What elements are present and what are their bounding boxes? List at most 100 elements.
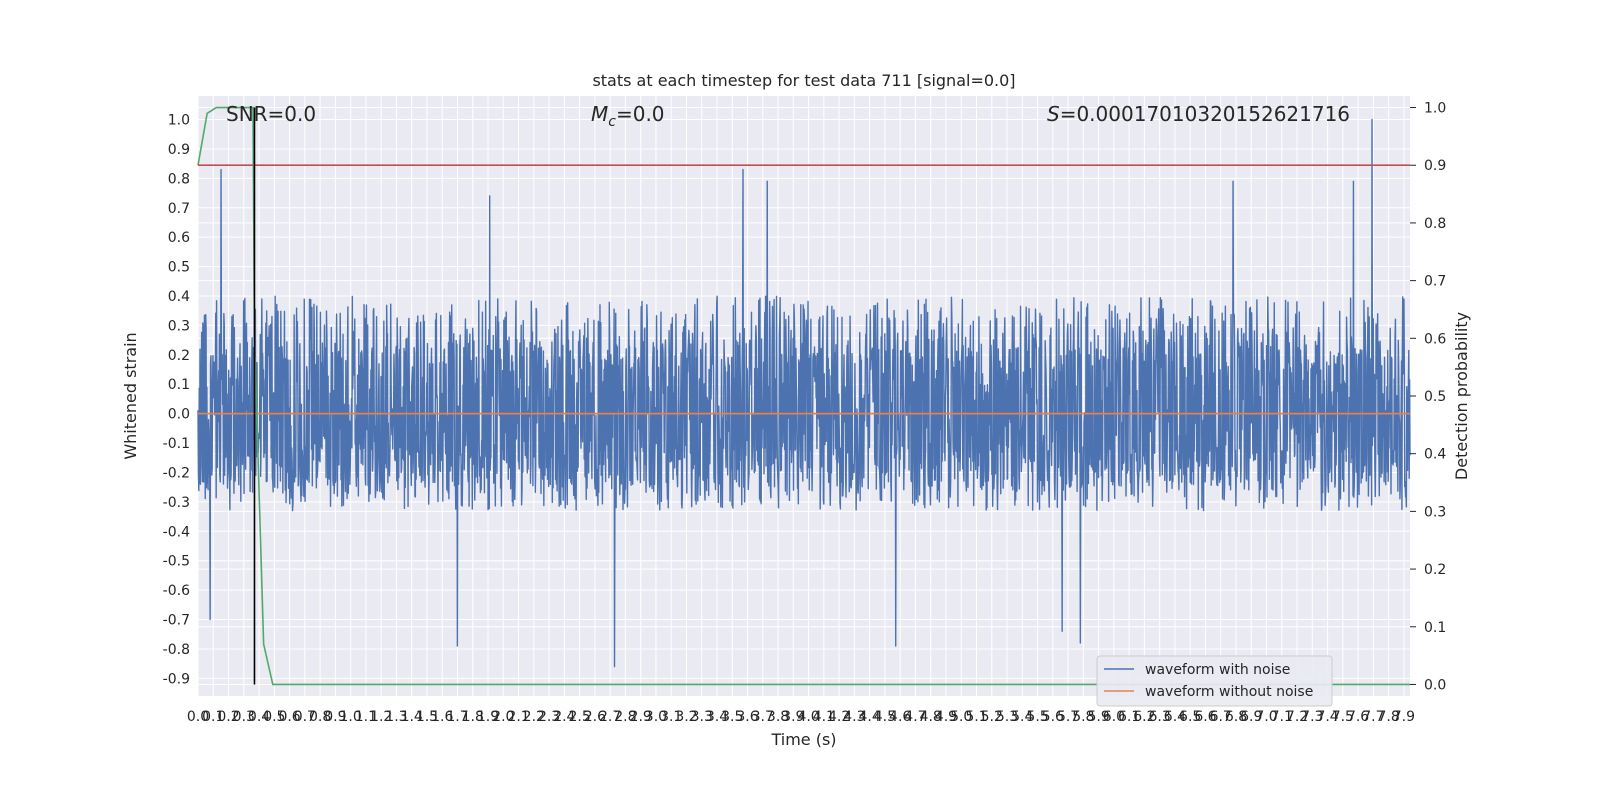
x-tick-label: 2.0 <box>492 709 514 725</box>
x-tick-label: 2.9 <box>630 709 652 725</box>
y2-tick-label: 0.7 <box>1424 274 1446 290</box>
y-tick-label: -0.5 <box>163 554 190 570</box>
y-tick-label: -0.1 <box>163 436 190 452</box>
x-tick-label: 1.4 <box>401 709 423 725</box>
mc-annotation: Mc=0.0 <box>591 102 665 130</box>
x-tick-label: 6.5 <box>1179 709 1201 725</box>
x-tick-label: 1.8 <box>462 709 484 725</box>
y2-tick-label: 0.2 <box>1424 562 1446 578</box>
x-tick-label: 1.9 <box>477 709 499 725</box>
x-tick-label: 0.2 <box>217 709 239 725</box>
y-tick-label: -0.4 <box>163 524 190 540</box>
x-tick-label: 5.1 <box>965 709 987 725</box>
y2-tick-label: 0.9 <box>1424 158 1446 174</box>
x-tick-label: 6.1 <box>1118 709 1140 725</box>
x-tick-label: 2.8 <box>614 709 636 725</box>
mc-subscript: c <box>608 114 616 130</box>
y2-tick-label: 0.3 <box>1424 504 1446 520</box>
x-tick-label: 2.6 <box>584 709 606 725</box>
x-tick-label: 1.7 <box>446 709 468 725</box>
y-tick-label: 0.8 <box>168 171 190 187</box>
x-tick-label: 6.7 <box>1210 709 1232 725</box>
x-tick-label: 4.9 <box>935 709 957 725</box>
x-tick-label: 3.4 <box>706 709 728 725</box>
x-tick-label: 4.0 <box>797 709 819 725</box>
x-tick-label: 7.0 <box>1255 709 1277 725</box>
legend: waveform with noise waveform without noi… <box>1096 655 1333 707</box>
x-tick-label: 2.1 <box>507 709 529 725</box>
x-tick-label: 4.3 <box>843 709 865 725</box>
y-tick-label: 0.1 <box>168 377 190 393</box>
x-tick-label: 0.1 <box>202 709 224 725</box>
y2-tick-label: 0.0 <box>1424 677 1446 693</box>
data-layer <box>197 106 1411 686</box>
y-axis-label: Whitened strain <box>121 332 140 459</box>
x-tick-label: 6.2 <box>1133 709 1155 725</box>
s-annotation: S=0.00017010320152621716 <box>1047 102 1350 126</box>
y-axis-left: 1.0 0.9 0.8 0.7 0.6 0.5 0.4 0.3 0.2 0.1 0.0 -0.1 -0.… <box>163 113 190 688</box>
x-tick-label: 5.5 <box>1026 709 1048 725</box>
x-tick-label: 3.1 <box>660 709 682 725</box>
x-tick-label: 7.7 <box>1362 709 1384 725</box>
x-tick-label: 7.5 <box>1332 709 1354 725</box>
x-tick-label: 3.8 <box>767 709 789 725</box>
y2-tick-label: 0.5 <box>1424 389 1446 405</box>
series-waveform-with-noise <box>197 118 1411 668</box>
x-tick-label: 5.9 <box>1087 709 1109 725</box>
x-tick-label: 2.4 <box>553 709 575 725</box>
x-tick-label: 5.8 <box>1072 709 1094 725</box>
x-tick-label: 7.4 <box>1316 709 1338 725</box>
x-tick-label: 3.3 <box>691 709 713 725</box>
y-tick-label: -0.2 <box>163 465 190 481</box>
x-tick-label: 0.8 <box>309 709 331 725</box>
x-tick-label: 5.0 <box>950 709 972 725</box>
x-tick-label: 0.0 <box>187 709 209 725</box>
s-value: =0.00017010320152621716 <box>1060 102 1350 126</box>
x-tick-label: 7.3 <box>1301 709 1323 725</box>
x-tick-label: 6.9 <box>1240 709 1262 725</box>
y-tick-label: 0.7 <box>168 201 190 217</box>
x-tick-label: 6.8 <box>1225 709 1247 725</box>
x-tick-label: 4.4 <box>859 709 881 725</box>
x-tick-label: 0.3 <box>233 709 255 725</box>
mc-value: =0.0 <box>616 102 665 126</box>
x-tick-label: 7.2 <box>1286 709 1308 725</box>
x-tick-label: 0.4 <box>248 709 270 725</box>
y-tick-label: 1.0 <box>168 113 190 129</box>
x-tick-label: 7.9 <box>1393 709 1415 725</box>
x-tick-label: 3.5 <box>721 709 743 725</box>
x-tick-label: 5.6 <box>1042 709 1064 725</box>
snr-annotation: SNR=0.0 <box>226 102 316 126</box>
y-tick-label: 0.6 <box>168 230 190 246</box>
x-tick-label: 6.4 <box>1164 709 1186 725</box>
x-tick-label: 0.7 <box>294 709 316 725</box>
x-tick-label: 4.2 <box>828 709 850 725</box>
x-tick-label: 5.7 <box>1057 709 1079 725</box>
y2-tick-label: 1.0 <box>1424 101 1446 117</box>
legend-box <box>1096 655 1333 707</box>
x-tick-label: 0.6 <box>278 709 300 725</box>
x-tick-label: 7.6 <box>1347 709 1369 725</box>
x-tick-label: 6.3 <box>1149 709 1171 725</box>
y-tick-label: -0.6 <box>163 583 190 599</box>
x-tick-label: 0.9 <box>324 709 346 725</box>
x-tick-label: 4.1 <box>813 709 835 725</box>
x-tick-label: 4.6 <box>889 709 911 725</box>
y-tick-label: 0.2 <box>168 348 190 364</box>
x-tick-label: 7.1 <box>1271 709 1293 725</box>
x-tick-label: 2.2 <box>523 709 545 725</box>
x-tick-label: 1.0 <box>340 709 362 725</box>
x-axis: 0.00.10.20.30.40.50.60.70.80.91.01.11.21… <box>187 709 1415 725</box>
y-tick-label: -0.8 <box>163 642 190 658</box>
x-tick-label: 3.9 <box>782 709 804 725</box>
x-tick-label: 4.8 <box>920 709 942 725</box>
x-tick-label: 6.6 <box>1194 709 1216 725</box>
x-tick-label: 5.4 <box>1011 709 1033 725</box>
x-tick-label: 5.3 <box>996 709 1018 725</box>
y2-tick-label: 0.4 <box>1424 447 1446 463</box>
x-tick-label: 4.5 <box>874 709 896 725</box>
x-tick-label: 3.7 <box>752 709 774 725</box>
y-tick-label: -0.7 <box>163 613 190 629</box>
x-tick-label: 3.2 <box>675 709 697 725</box>
